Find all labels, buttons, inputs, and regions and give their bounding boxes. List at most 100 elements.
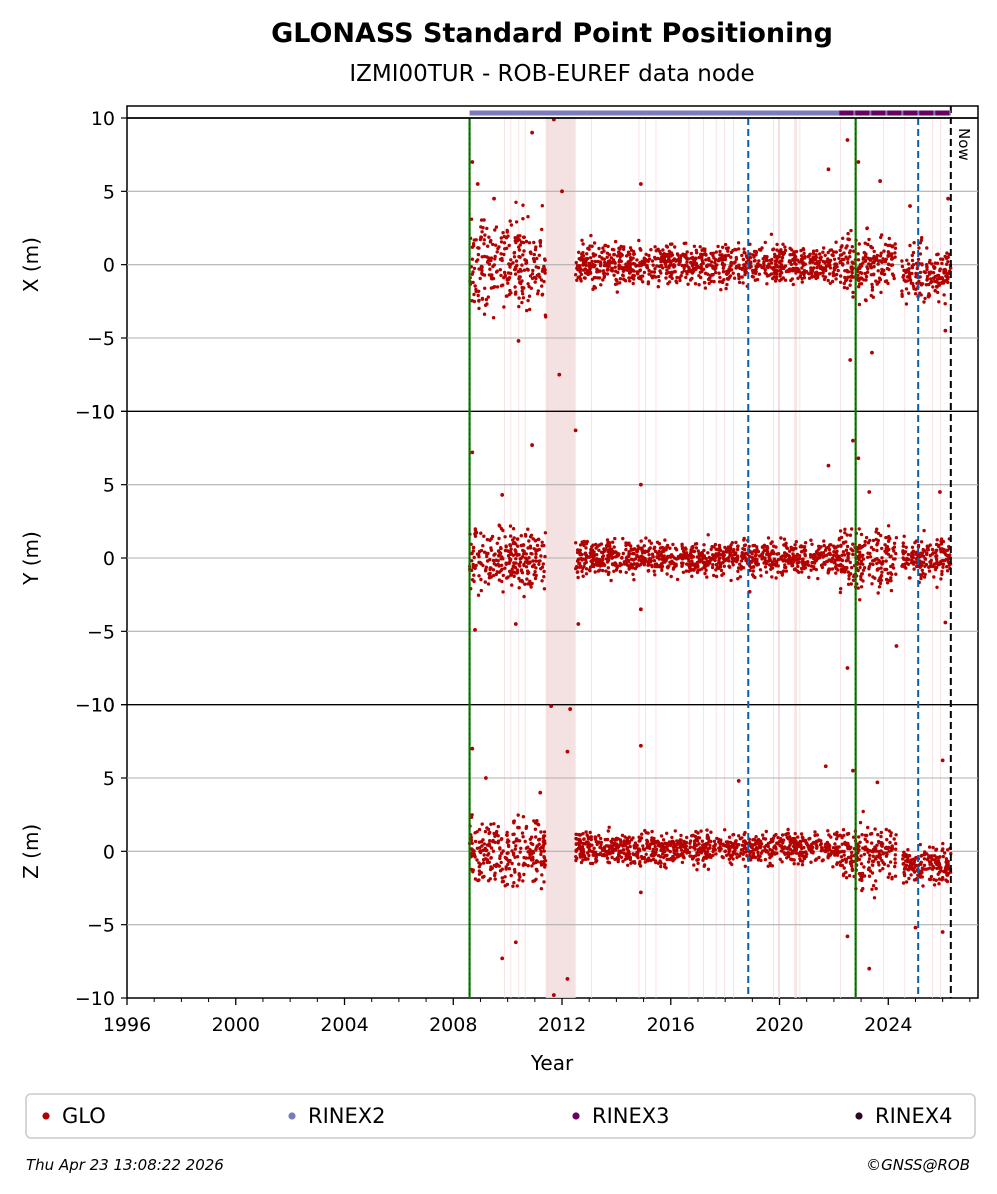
glo-point [543,865,547,869]
glo-outlier-point [500,956,505,961]
glo-point [521,863,525,867]
glo-point [931,285,935,289]
glo-point [609,256,613,260]
glo-point [503,875,507,879]
glo-point [488,844,492,848]
glo-point [473,839,478,844]
glo-point [886,864,890,868]
glo-point [489,566,493,570]
glo-point [786,831,790,836]
glo-point [509,557,513,562]
glo-point [632,551,636,556]
glo-point [861,261,865,265]
glo-point [907,876,911,881]
glo-point [577,275,582,279]
glo-point [927,292,931,296]
glo-point [694,546,699,550]
glo-point [510,849,514,853]
glo-point [537,547,541,552]
glo-point [649,541,653,545]
glo-point [879,834,883,839]
glo-point [715,565,719,569]
glo-point [857,543,862,548]
glo-point [838,529,843,533]
glo-point [515,855,520,859]
glo-point [533,576,538,581]
footer-credit: ©GNSS@ROB [866,1156,970,1174]
glo-point [675,275,679,280]
glo-point [759,858,763,863]
glo-point [515,568,520,572]
glo-point [697,255,701,260]
glo-point [841,828,846,832]
glo-point [482,874,486,879]
glo-point [503,566,507,570]
glo-point [778,274,782,278]
glo-point [693,834,698,839]
glo-point [680,860,685,865]
glo-point [738,837,742,841]
glo-point [631,563,636,567]
glo-point [657,557,661,561]
glo-point [893,242,897,246]
glo-point [590,244,594,248]
glo-point [518,875,522,879]
glo-point [540,579,544,583]
glo-point [779,840,783,844]
glo-point [945,553,949,558]
glo-point [696,568,700,572]
glo-point [608,544,612,549]
glo-point [928,877,933,882]
glo-point [521,235,526,239]
glo-outlier-point [470,160,475,164]
glo-point [815,270,819,274]
glo-point [479,218,484,222]
glo-point [681,570,686,574]
glo-point [501,573,505,578]
glo-point [641,844,645,848]
glo-point [681,855,686,859]
glo-point [707,839,711,843]
glo-point [772,275,776,279]
glo-point [871,863,875,867]
glo-point [866,551,870,555]
glo-point [773,844,777,848]
glo-point [889,831,893,835]
glo-point [848,560,852,565]
glo-point [481,544,485,548]
glo-point [595,276,600,280]
glo-point [772,551,776,556]
glo-point [702,849,706,853]
glo-point [902,273,906,278]
glo-point [479,531,483,535]
glo-point [506,281,510,285]
glo-point [477,289,481,293]
glo-point [771,549,775,553]
glo-point [792,858,796,862]
glo-point [628,263,632,267]
glo-point [715,263,719,267]
glo-point [913,864,917,868]
glo-point [470,813,474,817]
glo-point [530,864,534,868]
glo-point [685,257,689,261]
glo-point [601,568,605,573]
glo-point [638,247,642,251]
glo-point [590,849,594,854]
glo-point [580,238,584,242]
glo-outlier-point [845,138,850,142]
glo-point [611,540,615,544]
glo-point [581,254,586,258]
glo-point [665,853,669,857]
glo-point [886,243,890,248]
glo-point [588,551,592,555]
glo-outlier-point [513,622,518,626]
glo-point [778,278,782,283]
glo-point [810,542,814,546]
glo-point [712,573,716,578]
glo-point [538,275,542,279]
glo-point [779,251,784,256]
glo-point [539,887,544,891]
glo-point [924,283,928,287]
glo-point [726,269,730,274]
